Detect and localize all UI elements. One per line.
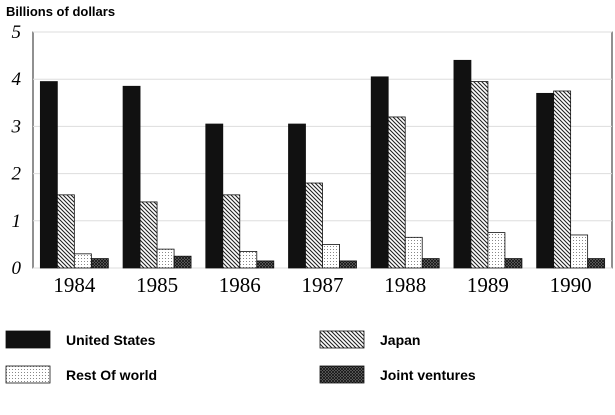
x-tick-label: 1988: [384, 273, 426, 297]
x-tick-label: 1987: [302, 273, 344, 297]
x-tick-label: 1990: [550, 273, 592, 297]
bar: [222, 194, 241, 269]
bar: [487, 232, 506, 269]
y-tick-label: 4: [12, 69, 22, 90]
bar: [205, 123, 224, 269]
bar: [73, 253, 92, 269]
bar: [322, 243, 340, 269]
chart-title: Billions of dollars: [6, 4, 115, 19]
bar: [404, 236, 423, 269]
bar: [421, 258, 440, 269]
bar: [173, 255, 192, 269]
bar: [470, 81, 489, 269]
x-tick-label: 1985: [136, 273, 178, 297]
legend-label: United States: [66, 332, 156, 348]
bar: [587, 258, 606, 269]
legend-swatch: [5, 365, 51, 384]
y-tick-label: 2: [12, 164, 22, 185]
bar: [453, 59, 472, 269]
x-tick-label: 1984: [53, 273, 96, 297]
legend-label: Japan: [380, 332, 420, 348]
bar: [156, 248, 175, 269]
y-tick-label: 0: [12, 258, 22, 279]
bar: [305, 182, 323, 269]
y-tick-label: 5: [12, 22, 22, 43]
legend-swatch: [5, 330, 51, 349]
bar: [239, 251, 258, 269]
legend-label: Joint ventures: [380, 367, 476, 383]
bar: [570, 234, 589, 269]
bar: [339, 260, 357, 269]
bar: [39, 81, 58, 269]
y-tick-label: 3: [11, 116, 22, 137]
bar: [90, 258, 109, 269]
x-tick-label: 1986: [219, 273, 261, 297]
bar: [256, 260, 275, 269]
legend-swatch: [319, 365, 365, 384]
bar: [504, 258, 523, 269]
bar: [122, 85, 141, 269]
bar: [288, 123, 306, 269]
bar: [56, 194, 75, 269]
x-tick-label: 1989: [467, 273, 509, 297]
legend-label: Rest Of world: [66, 367, 157, 383]
bar: [536, 92, 555, 269]
legend-swatch: [319, 330, 365, 349]
bar: [139, 201, 158, 269]
y-tick-label: 1: [12, 211, 22, 232]
bar: [370, 76, 389, 269]
bar: [553, 90, 572, 269]
bar: [387, 116, 406, 269]
